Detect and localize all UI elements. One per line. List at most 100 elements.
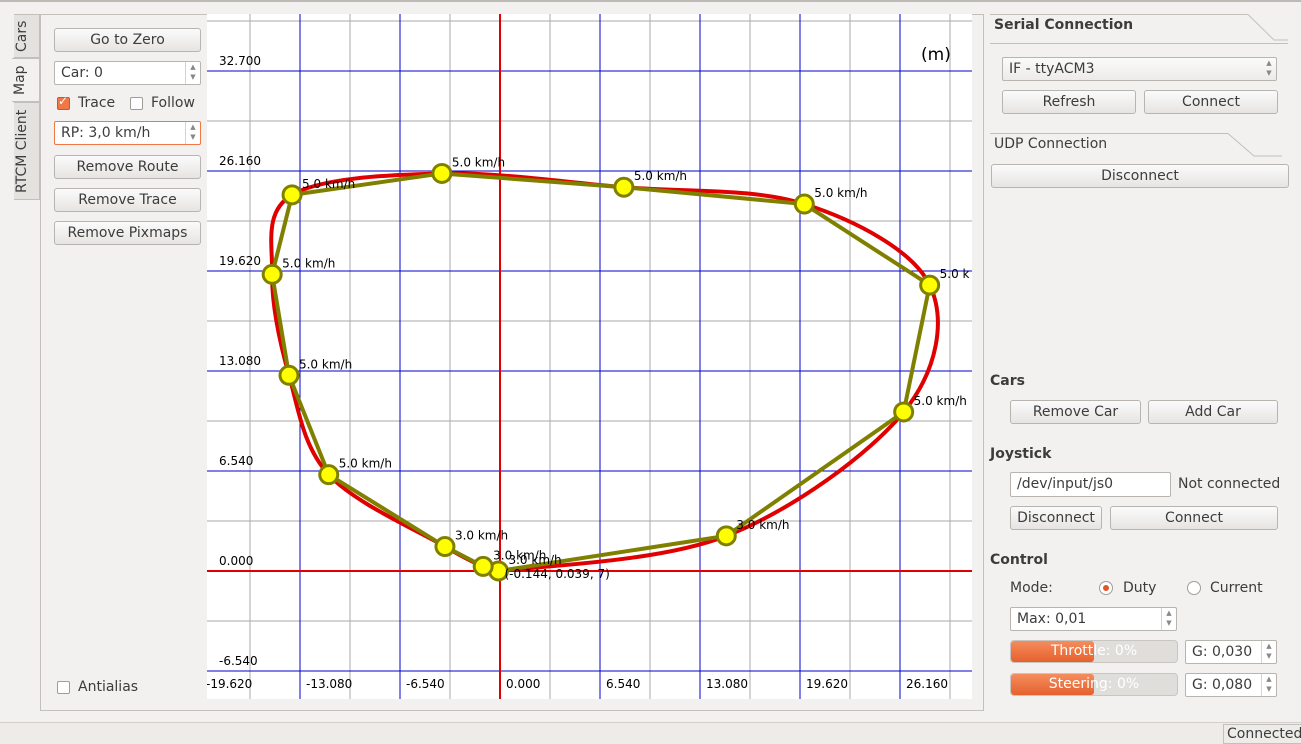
map-widget[interactable]: 32.700 26.160 19.620 13.080 6.540 0.000 -6.540…: [207, 14, 972, 699]
joystick-connect-button[interactable]: Connect: [1110, 506, 1278, 530]
route-point-speed-label: 5.0 km/h: [282, 256, 335, 270]
current-label: Current: [1210, 580, 1263, 596]
route-point[interactable]: [278, 364, 300, 386]
map-unit-label: (m): [921, 45, 951, 65]
route-point-speed-label: 5.0 km/h: [814, 186, 867, 200]
route-point[interactable]: [434, 536, 456, 558]
y-tick-label: 19.620: [219, 254, 261, 268]
duty-label: Duty: [1123, 580, 1157, 596]
trace-label: Trace: [78, 95, 116, 111]
route-point[interactable]: [318, 464, 340, 486]
throttle-gain-spinbox[interactable]: G: 0,030 ▲ ▼: [1185, 640, 1277, 664]
x-tick-label: 0.000: [506, 677, 540, 691]
x-tick-label: 26.160: [906, 677, 948, 691]
x-tick-label: 13.080: [706, 677, 748, 691]
steering-bar[interactable]: Steering: 0%: [1010, 673, 1178, 696]
route-point-speed-label: 5.0 km/h: [299, 357, 352, 371]
route-point[interactable]: [261, 263, 283, 285]
duty-radio[interactable]: [1099, 581, 1113, 595]
y-tick-label: 0.000: [219, 554, 253, 568]
throttle-bar-label: Throttle: 0%: [1050, 643, 1138, 659]
route-point[interactable]: [281, 184, 303, 206]
route-line: [270, 171, 932, 573]
go-to-zero-button[interactable]: Go to Zero: [54, 28, 201, 52]
joystick-status: Not connected: [1178, 476, 1281, 492]
udp-disconnect-button[interactable]: Disconnect: [991, 164, 1289, 188]
tab-rtcm-client[interactable]: RTCM Client: [14, 102, 40, 200]
route-point[interactable]: [613, 176, 635, 198]
add-car-button[interactable]: Add Car: [1148, 400, 1278, 424]
route-point-speed-label: 5.0 k: [940, 267, 970, 281]
steering-bar-label: Steering: 0%: [1048, 676, 1140, 692]
max-spinbox[interactable]: Max: 0,01 ▲ ▼: [1010, 607, 1177, 631]
connection-status: Connected: [1223, 724, 1301, 744]
serial-group-tab-shape: [990, 14, 1288, 44]
current-radio[interactable]: [1187, 581, 1201, 595]
serial-port-select[interactable]: IF - ttyACM3 ▲ ▼: [1002, 57, 1277, 81]
tab-map[interactable]: Map: [12, 58, 40, 102]
rp-speed-spinbox[interactable]: RP: 3,0 km/h ▲ ▼: [54, 121, 201, 145]
serial-connect-button[interactable]: Connect: [1144, 90, 1278, 114]
y-tick-label: 32.700: [219, 54, 261, 68]
route-point-speed-label: 5.0 km/h: [634, 169, 687, 183]
steering-gain-arrows-icon[interactable]: ▲ ▼: [1261, 674, 1276, 696]
steering-gain-spinbox[interactable]: G: 0,080 ▲ ▼: [1185, 673, 1277, 697]
car-spinbox[interactable]: Car: 0 ▲ ▼: [54, 61, 201, 85]
y-tick-label: -6.540: [219, 654, 258, 668]
x-tick-label: 19.620: [806, 677, 848, 691]
y-tick-label: 13.080: [219, 354, 261, 368]
antialias-label: Antialias: [78, 679, 139, 695]
antialias-checkbox[interactable]: [57, 681, 70, 694]
throttle-bar[interactable]: Throttle: 0%: [1010, 640, 1178, 663]
tab-cars[interactable]: Cars: [14, 14, 40, 58]
route-point[interactable]: [793, 193, 815, 215]
throttle-bar-fill: [1011, 641, 1094, 662]
route-point[interactable]: [919, 274, 941, 296]
x-tick-label: -6.540: [406, 677, 445, 691]
steering-bar-fill: [1011, 674, 1094, 695]
rp-spinbox-arrows-icon[interactable]: ▲ ▼: [185, 122, 200, 144]
joystick-disconnect-button[interactable]: Disconnect: [1010, 506, 1102, 530]
throttle-gain-arrows-icon[interactable]: ▲ ▼: [1261, 641, 1276, 663]
max-spinbox-arrows-icon[interactable]: ▲ ▼: [1161, 608, 1176, 630]
route-point[interactable]: [715, 525, 737, 547]
route-point[interactable]: [893, 401, 915, 423]
route-point-speed-label: 5.0 km/h: [339, 457, 392, 471]
car-spinbox-arrows-icon[interactable]: ▲ ▼: [185, 62, 200, 84]
route-point-speed-label: 3.0 km/h: [508, 553, 561, 567]
follow-checkbox[interactable]: [130, 97, 143, 110]
route-point-speed-label: 5.0 km/h: [452, 155, 505, 169]
serial-port-dropdown-icon[interactable]: ▲ ▼: [1266, 59, 1272, 77]
map-background: [207, 14, 972, 699]
joystick-title: Joystick: [990, 446, 1052, 462]
car-position-label: (-0.144, 0.039, 7): [504, 567, 609, 581]
remove-route-button[interactable]: Remove Route: [54, 155, 201, 179]
window-top-edge: [0, 0, 1301, 2]
route-point-speed-label: 5.0 km/h: [302, 177, 355, 191]
serial-refresh-button[interactable]: Refresh: [1002, 90, 1136, 114]
x-tick-label: -13.080: [306, 677, 352, 691]
remove-pixmaps-button[interactable]: Remove Pixmaps: [54, 221, 201, 245]
y-tick-label: 26.160: [219, 154, 261, 168]
follow-label: Follow: [151, 95, 195, 111]
route-point-speed-label: 3.0 km/h: [493, 548, 546, 562]
udp-connection-title: UDP Connection: [994, 136, 1108, 152]
mode-label: Mode:: [1010, 580, 1053, 596]
y-tick-label: 6.540: [219, 454, 253, 468]
status-bar: [0, 722, 1301, 744]
joystick-device-input[interactable]: /dev/input/js0: [1010, 472, 1171, 497]
route-point[interactable]: [431, 162, 453, 184]
trace-checkbox[interactable]: [57, 94, 70, 110]
x-tick-label: -19.620: [207, 677, 252, 691]
remove-car-button[interactable]: Remove Car: [1010, 400, 1141, 424]
udp-group-tab-shape: [990, 133, 1282, 157]
route-point[interactable]: [472, 555, 494, 577]
route-point-speed-label: 5.0 km/h: [914, 394, 967, 408]
control-title: Control: [990, 552, 1048, 568]
route-point-speed-label: 3.0 km/h: [736, 518, 789, 532]
route-point-speed-label: 3.0 km/h: [455, 529, 508, 543]
serial-connection-title: Serial Connection: [994, 17, 1134, 33]
cars-title: Cars: [990, 373, 1025, 389]
remove-trace-button[interactable]: Remove Trace: [54, 188, 201, 212]
x-tick-label: 6.540: [606, 677, 640, 691]
